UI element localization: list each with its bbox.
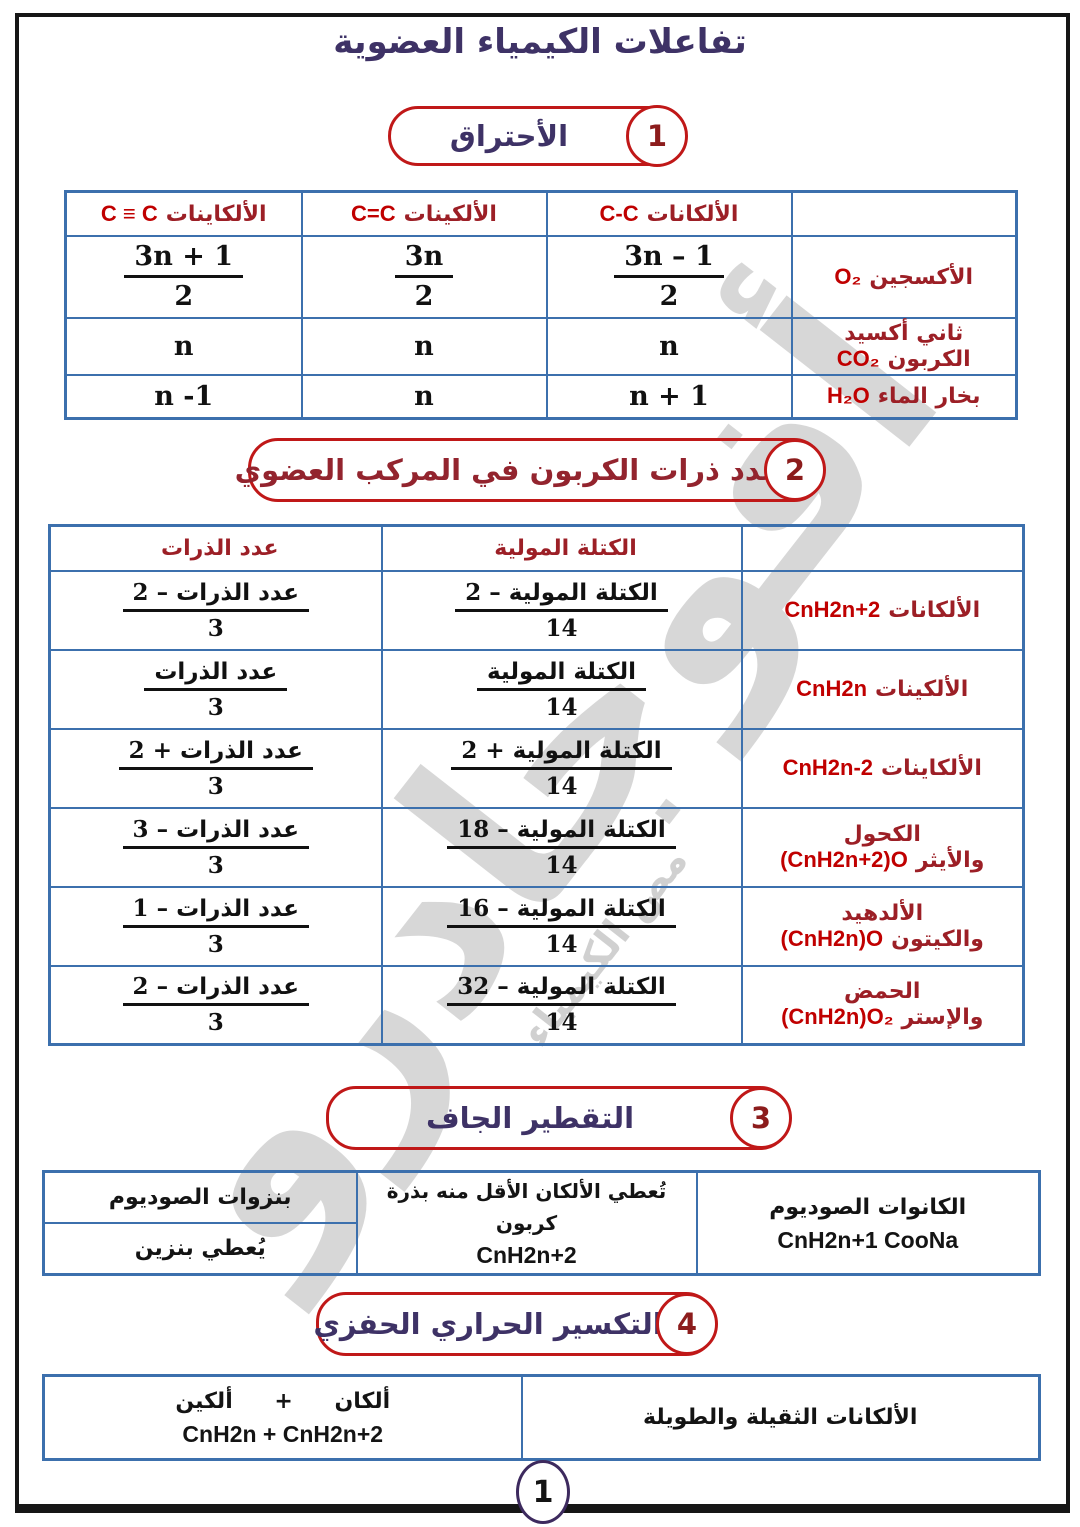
alkanes-molar-cell: الكتلة المولية – 2 14 [380, 569, 743, 651]
section-3-badge: التقطير الجاف 3 [326, 1086, 792, 1150]
row-label-aldehyde-ketone: الألدهيد والكيتون(CnH2n)O [740, 885, 1025, 967]
atoms-row-aldehyde-ketone: الألدهيد والكيتون(CnH2n)O الكتلة المولية… [48, 885, 1025, 967]
combustion-header-row: الألكاناتC-C الألكيناتC=C الألكايناتC ≡ … [64, 190, 1018, 237]
co2-alkanes-cell: n [545, 316, 793, 376]
distillation-row-2: يُعطي بنزين [42, 1222, 1040, 1276]
acid-molar-cell: الكتلة المولية – 32 14 [380, 964, 743, 1046]
row-label-oxygen: الأكسجينO₂ [790, 234, 1018, 319]
alkenes-molar-cell: الكتلة المولية 14 [380, 648, 743, 730]
atoms-header-count: عدد الذرات [48, 524, 383, 572]
section-4-number: 4 [656, 1293, 718, 1355]
atoms-row-alkynes: الألكايناتCnH2n-2 الكتلة المولية + 2 14 ع… [48, 727, 1025, 809]
section-1-number: 1 [626, 105, 688, 167]
section-1-badge: الأحتراق 1 [388, 105, 688, 167]
section-4-title: التكسير الحراري الحفزي [313, 1307, 663, 1341]
combustion-row-co2: ثاني أكسيد الكربونCO₂ n n n [64, 316, 1018, 376]
combustion-table: الألكاناتC-C الألكيناتC=C الألكايناتC ≡ … [64, 190, 1018, 420]
dry-distillation-table: الكانوات الصوديوم CnH2n+1 CooNa تُعطي ال… [42, 1170, 1041, 1277]
atoms-row-acid-ester: الحمض والإستر(CnH2n)O₂ الكتلة المولية – … [48, 964, 1025, 1046]
combustion-header-alkanes: الألكاناتC-C [545, 190, 793, 237]
section-3-title: التقطير الجاف [425, 1101, 635, 1135]
alcohol-molar-cell: الكتلة المولية – 18 14 [380, 806, 743, 888]
row-label-acid-ester: الحمض والإستر(CnH2n)O₂ [740, 964, 1025, 1046]
section-4-badge: التكسير الحراري الحفزي 4 [313, 1292, 718, 1356]
row-label-h2o: بخار الماءH₂O [790, 373, 1018, 420]
row-label-alcohol-ether: الكحول والأيثر(CnH2n+2)O [740, 806, 1025, 888]
combustion-header-alkenes: الألكيناتC=C [300, 190, 548, 237]
atoms-corner-cell [740, 524, 1025, 572]
cracking-row: الألكانات الثقيلة والطويلة ألكان + ألكين… [42, 1374, 1041, 1461]
co2-alkenes-cell: n [300, 316, 548, 376]
section-2-number: 2 [764, 439, 826, 501]
cracking-table: الألكانات الثقيلة والطويلة ألكان + ألكين… [42, 1374, 1041, 1461]
distillation-row-1: الكانوات الصوديوم CnH2n+1 CooNa تُعطي ال… [42, 1170, 1041, 1276]
alkynes-molar-cell: الكتلة المولية + 2 14 [380, 727, 743, 809]
h2o-alkenes-cell: n [300, 373, 548, 420]
h2o-alkanes-cell: n + 1 [545, 373, 793, 420]
combustion-header-alkynes: الألكايناتC ≡ C [64, 190, 303, 237]
h2o-alkynes-cell: n -1 [64, 373, 303, 420]
row-label-co2: ثاني أكسيد الكربونCO₂ [790, 316, 1018, 376]
cell-cracking-products: ألكان + ألكين CnH2n + CnH2n+2 [42, 1374, 523, 1461]
cell-heavy-alkanes: الألكانات الثقيلة والطويلة [520, 1374, 1041, 1461]
page-title: تفاعلات الكيمياء العضوية [333, 22, 747, 62]
atoms-row-alcohol-ether: الكحول والأيثر(CnH2n+2)O الكتلة المولية … [48, 806, 1025, 888]
alkenes-atoms-cell: عدد الذرات 3 [48, 648, 383, 730]
cell-sodium-alkanoates: الكانوات الصوديوم CnH2n+1 CooNa [695, 1170, 1041, 1276]
page-number-badge: 1 [516, 1460, 570, 1524]
section-1-title: الأحتراق [449, 119, 569, 153]
oxygen-alkenes-cell: 3n 2 [300, 234, 548, 319]
section-2-title: عدد ذرات الكربون في المركب العضوي [234, 453, 782, 487]
section-3-number: 3 [730, 1087, 792, 1149]
atoms-header-row: الكتلة المولية عدد الذرات [48, 524, 1025, 572]
co2-alkynes-cell: n [64, 316, 303, 376]
atoms-row-alkenes: الألكيناتCnH2n الكتلة المولية 14 عدد الذر… [48, 648, 1025, 730]
combustion-corner-cell [790, 190, 1018, 237]
section-2-badge: عدد ذرات الكربون في المركب العضوي 2 [235, 438, 826, 502]
carbon-atoms-table: الكتلة المولية عدد الذرات الألكاناتCnH2n… [48, 524, 1025, 1046]
aldehyde-molar-cell: الكتلة المولية – 16 14 [380, 885, 743, 967]
row-label-alkynes: الألكايناتCnH2n-2 [740, 727, 1025, 809]
cell-gives-alkane: تُعطي الألكان الأقل منه بذرة كربون CnH2n… [355, 1170, 698, 1276]
cell-gives-benzene: يُعطي بنزين [42, 1222, 358, 1276]
cell-sodium-benzoate: بنزوات الصوديوم [42, 1170, 358, 1225]
atoms-row-alkanes: الألكاناتCnH2n+2 الكتلة المولية – 2 14 عد… [48, 569, 1025, 651]
atoms-header-molar: الكتلة المولية [380, 524, 743, 572]
combustion-row-h2o: بخار الماءH₂O n + 1 n n -1 [64, 373, 1018, 420]
row-label-alkanes: الألكاناتCnH2n+2 [740, 569, 1025, 651]
row-label-alkenes: الألكيناتCnH2n [740, 648, 1025, 730]
